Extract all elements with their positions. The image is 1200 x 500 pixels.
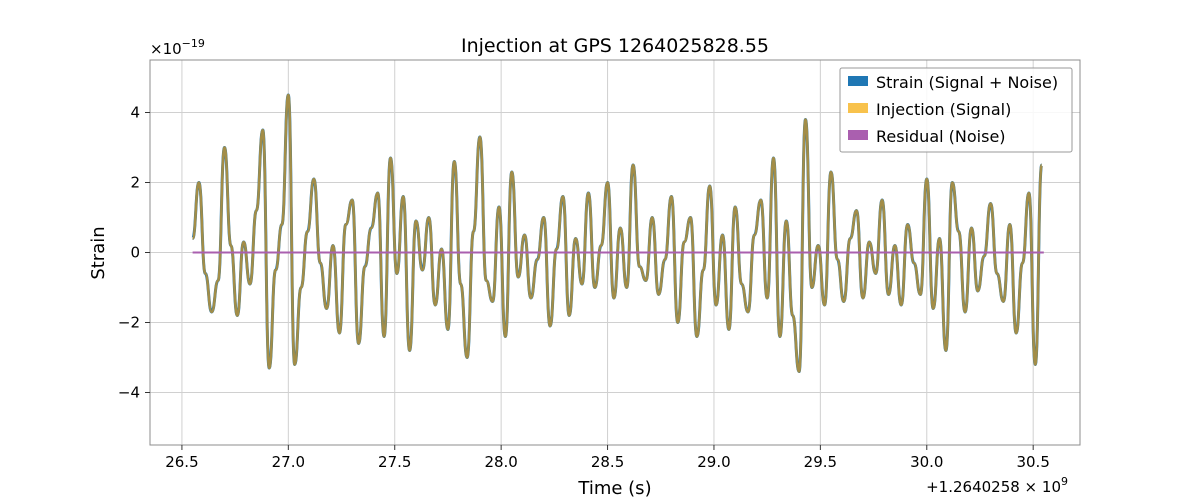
x-tick-label: 29.0: [697, 453, 730, 471]
x-tick-label: 27.5: [378, 453, 411, 471]
x-tick-label: 30.5: [1016, 453, 1049, 471]
y-tick-label: 0: [130, 244, 140, 262]
x-offset: +1.2640258 × 109: [926, 475, 1068, 496]
y-axis-ticks: −4 −2 0 2 4: [118, 104, 150, 402]
legend: Strain (Signal + Noise) Injection (Signa…: [839, 67, 1073, 153]
y-tick-label: 2: [130, 174, 140, 192]
y-multiplier: ×10−19: [150, 37, 205, 58]
x-tick-label: 29.5: [804, 453, 837, 471]
series-layer: [191, 93, 1044, 373]
chart-title: Injection at GPS 1264025828.55: [461, 35, 769, 57]
x-tick-label: 26.5: [165, 453, 198, 471]
y-tick-label: −2: [118, 314, 140, 332]
legend-label-residual: Residual (Noise): [876, 127, 1006, 146]
legend-box: [839, 67, 1073, 153]
x-tick-label: 28.0: [484, 453, 517, 471]
svg-text:×10−19: ×10−19: [150, 37, 205, 58]
x-axis-ticks: 26.5 27.0 27.5 28.0 28.5 29.0 29.5 30.0 30.5: [165, 445, 1050, 471]
y-tick-label: −4: [118, 384, 140, 402]
legend-swatch-residual: [848, 130, 868, 140]
x-tick-label: 28.5: [591, 453, 624, 471]
y-multiplier-exponent: −19: [182, 37, 205, 50]
y-multiplier-base: ×10: [150, 40, 182, 58]
x-offset-exponent: 9: [1061, 475, 1068, 488]
x-axis-label: Time (s): [577, 478, 651, 499]
x-tick-label: 30.0: [910, 453, 943, 471]
x-offset-base: +1.2640258 × 10: [926, 478, 1061, 496]
y-axis-label: Strain: [88, 226, 109, 279]
legend-swatch-strain: [848, 76, 868, 86]
y-tick-label: 4: [130, 104, 140, 122]
injection-overlay-line: [191, 93, 1043, 373]
legend-label-injection: Injection (Signal): [876, 100, 1011, 119]
svg-text:+1.2640258 × 109: +1.2640258 × 109: [926, 475, 1068, 496]
legend-label-strain: Strain (Signal + Noise): [876, 73, 1058, 92]
x-tick-label: 27.0: [272, 453, 305, 471]
legend-swatch-injection: [848, 103, 868, 113]
